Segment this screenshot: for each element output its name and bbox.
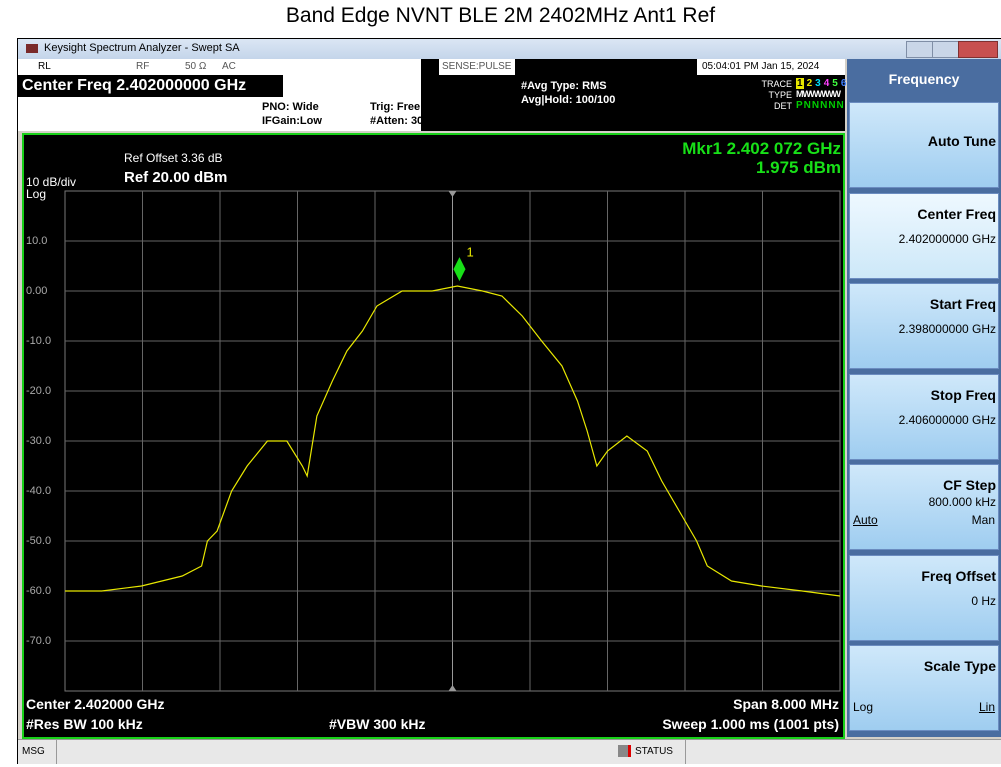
status-icon [618, 745, 631, 757]
trace-label: TRACE [761, 79, 792, 89]
trace-number: 6 [840, 78, 847, 89]
softkey[interactable]: CF Step 800.000 kHz Auto Man [849, 464, 999, 550]
close-button[interactable] [958, 41, 998, 58]
window-title: Keysight Spectrum Analyzer - Swept SA [44, 42, 240, 54]
softkey[interactable]: Stop Freq 2.406000000 GHz [849, 373, 999, 460]
det-label: DET [774, 101, 792, 111]
center: Center 2.402000 GHz [26, 696, 165, 712]
ref-level: Ref 20.00 dBm [124, 169, 228, 186]
softkey-label: Stop Freq [930, 386, 996, 403]
marker [453, 257, 466, 282]
center-box [18, 75, 283, 97]
impedance: 50 Ω [185, 61, 207, 72]
y-tick-label: 10.0 [26, 235, 47, 247]
softkey-label: Scale Type [923, 658, 996, 674]
y-tick-label: -30.0 [26, 435, 51, 447]
softkey[interactable]: Start Freq 2.398000000 GHz [849, 283, 999, 369]
title-bar: Keysight Spectrum Analyzer - Swept SA [18, 39, 1001, 59]
avg-hold: Avg|Hold: 100/100 [521, 94, 616, 106]
trace-number: 1 [796, 78, 804, 89]
rf: RF [136, 61, 150, 72]
maximize-button[interactable] [932, 41, 959, 58]
softkey[interactable]: Freq Offset 0 Hz [849, 554, 999, 641]
trace [65, 285, 841, 597]
pno: PNO: Wide [262, 101, 319, 113]
msg: MSG [22, 746, 45, 757]
softkey[interactable]: Center Freq 2.402000000 GHz [849, 192, 999, 279]
softkey-option: Man [971, 513, 995, 527]
softkey-label: Start Freq [929, 296, 996, 312]
sweep: Sweep 1.000 ms (1001 pts) [662, 716, 839, 732]
trace-number: 2 [806, 78, 813, 89]
softkey-option: Log [853, 700, 874, 714]
trace-number: 5 [832, 78, 838, 89]
softkey-value: 2.402000000 GHz [898, 231, 996, 246]
page-title: Band Edge NVNT BLE 2M 2402MHz Ant1 Ref [285, 4, 716, 27]
softkey-option: Lin [978, 700, 995, 714]
softkey-label: Freq Offset [921, 567, 996, 584]
det-value: PNNNNN [796, 100, 845, 111]
softkey[interactable]: Auto Tune [849, 102, 999, 188]
softkey[interactable]: Scale Type Log Lin [849, 645, 999, 731]
rl: RL [38, 61, 51, 72]
trig: Trig: Free Run [370, 101, 445, 113]
minimize-button[interactable] [906, 41, 933, 58]
header: RL RF 50 Ω AC SENSE:PULSE 05:04:01 PM Ja… [18, 59, 846, 131]
softkey-option: Auto [853, 513, 878, 527]
softkey-label: CF Step [943, 477, 996, 493]
atten: #Atten: 30 dB [370, 115, 441, 127]
plot: 10.0 0.00 -10.0 -20.0 -30.0 -40.0 -50.0 -60.0 -7… [26, 190, 841, 692]
marker-freq: Mkr1 2.402 072 GHz [682, 139, 841, 158]
scale: 10 dB/div [26, 175, 77, 189]
ifgain: IFGain:Low [262, 115, 322, 127]
header-strip [18, 59, 421, 75]
ref-offset: Ref Offset 3.36 dB [124, 151, 223, 165]
y-tick-label: -20.0 [26, 385, 51, 397]
display: 10.0 0.00 -10.0 -20.0 -30.0 -40.0 -50.0 -60.0 -7… [22, 133, 845, 739]
center-freq: Center Freq 2.402000000 GHz [22, 77, 247, 94]
y-tick-label: -50.0 [26, 535, 51, 547]
y-tick-label: 0.00 [26, 285, 47, 297]
softkey-value: 2.406000000 GHz [898, 412, 996, 427]
menu-title: Frequency [888, 71, 960, 87]
y-tick-label: -60.0 [26, 585, 51, 597]
y-tick-label: -70.0 [26, 635, 51, 647]
log: Log [26, 187, 47, 201]
trace-number: 4 [823, 78, 830, 89]
softkey-value: 800.000 kHz [928, 495, 996, 509]
sense: SENSE:PULSE [442, 61, 512, 72]
span: Span 8.000 MHz [733, 696, 839, 712]
softkey-value: 0 Hz [971, 593, 996, 608]
marker-label: 1 [466, 245, 473, 260]
header-strip [697, 59, 845, 75]
y-tick-label: -10.0 [26, 335, 51, 347]
trace-number: 3 [815, 78, 821, 89]
divider [56, 740, 57, 764]
softkey-label: Auto Tune [927, 133, 996, 149]
softkey-value: 2.398000000 GHz [898, 322, 996, 336]
marker-amp: 1.975 dBm [755, 158, 841, 177]
vbw: #VBW 300 kHz [329, 716, 426, 732]
y-tick-label: -40.0 [26, 485, 51, 497]
softkey-label: Center Freq [917, 205, 996, 222]
type-label: TYPE [768, 90, 792, 100]
app-icon [26, 44, 38, 53]
datetime: 05:04:01 PM Jan 15, 2024 [702, 61, 820, 72]
avg-type: #Avg Type: RMS [521, 80, 607, 92]
status: STATUS [635, 746, 673, 757]
rbw: #Res BW 100 kHz [26, 716, 143, 732]
header-strip [439, 59, 515, 75]
status-bar: MSG STATUS [18, 739, 1001, 764]
divider [685, 740, 686, 764]
coupling: AC [222, 61, 236, 72]
type-value: MWWWWW [796, 89, 841, 99]
softkey-panel: Frequency Auto Tune Center Freq 2.40200000… [847, 59, 1001, 737]
window: Keysight Spectrum Analyzer - Swept SA RL… [17, 38, 1001, 764]
